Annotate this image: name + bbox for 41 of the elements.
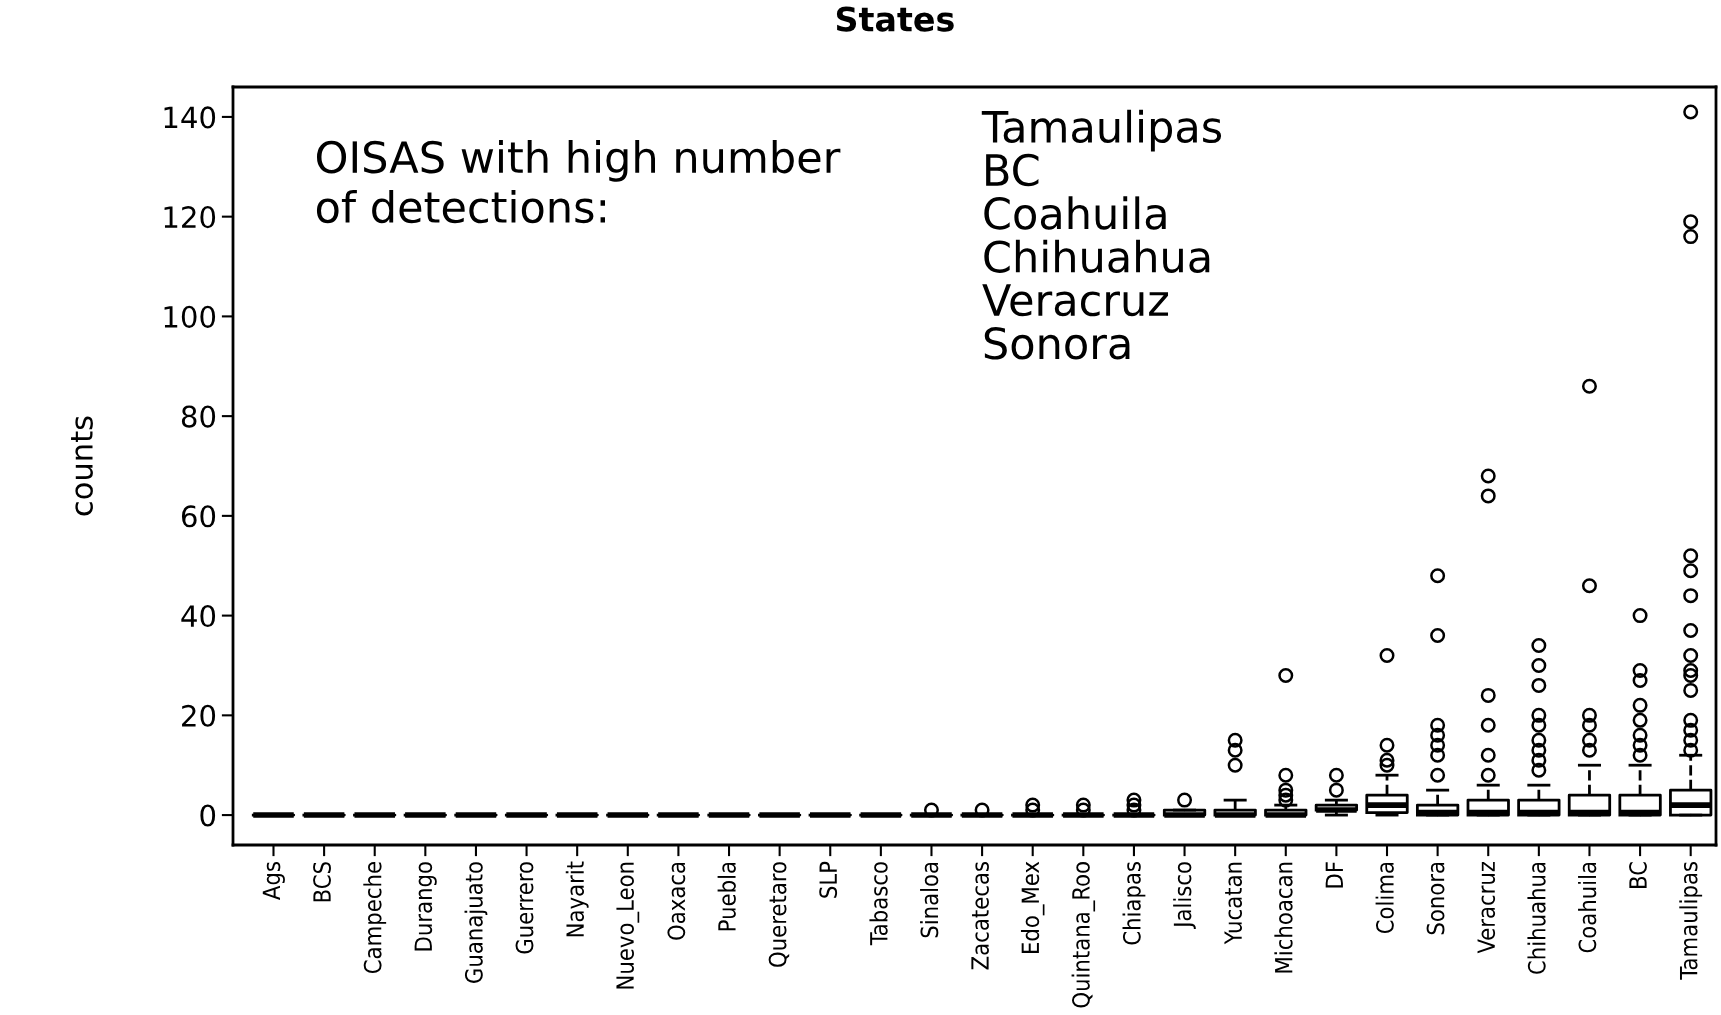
y-axis-title: counts: [71, 416, 93, 516]
x-tick-label: Chiapas: [1122, 862, 1146, 945]
x-tick-label: Durango: [414, 862, 437, 951]
chart-title: States: [836, 6, 954, 32]
x-tick-label: Colima: [1375, 862, 1394, 934]
x-tick-label: Oaxaca: [667, 862, 686, 940]
annotation: Tamaulipas BC Coahuila Chihuahua Veracruz Sonora: [981, 109, 1222, 360]
x-tick-label: Michoacan: [1274, 862, 1293, 973]
x-tick-label: Queretaro: [768, 862, 790, 967]
x-tick-label: Puebla: [717, 862, 736, 931]
x-tick-label: DF: [1325, 862, 1343, 888]
x-tick-label: Jalisco: [1173, 862, 1196, 929]
annotation: OISAS with high number of detections:: [316, 140, 841, 224]
x-tick-label: Coahuila: [1578, 862, 1597, 953]
x-tick-label: Guerrero: [515, 862, 534, 954]
x-tick-label: Veracruz: [1477, 861, 1496, 954]
x-tick-label: SLP: [819, 861, 838, 898]
y-tick-label: 120: [164, 206, 216, 229]
x-tick-label: Nuevo_Leon: [616, 862, 640, 989]
x-tick-label: BC: [1629, 862, 1647, 888]
x-tick-label: Sinaloa: [920, 862, 939, 938]
x-tick-label: Yucatan: [1224, 862, 1243, 945]
x-tick-label: Ags: [262, 862, 285, 900]
x-tick-label: Zacatecas: [971, 862, 989, 970]
x-tick-label: Guanajuato: [464, 862, 488, 983]
x-tick-label: Tabasco: [869, 862, 888, 946]
x-tick-label: Quintana_Roo: [1071, 862, 1096, 1008]
y-tick-label: 80: [181, 405, 216, 428]
y-tick-label: 100: [164, 305, 216, 328]
y-tick-label: 40: [181, 605, 216, 628]
x-tick-label: Sonora: [1426, 862, 1445, 935]
x-tick-label: BCS: [313, 862, 331, 902]
y-tick-label: 60: [181, 505, 216, 528]
x-tick-label: Campeche: [363, 862, 387, 974]
x-tick-label: Nayarit: [565, 861, 589, 937]
y-tick-label: 140: [164, 106, 216, 129]
x-tick-label: Chihuahua: [1527, 862, 1546, 974]
y-tick-label: 20: [182, 704, 216, 727]
y-tick-label: 0: [200, 804, 216, 827]
x-tick-label: Edo_Mex: [1020, 861, 1045, 953]
x-tick-label: Tamaulipas: [1679, 862, 1703, 980]
